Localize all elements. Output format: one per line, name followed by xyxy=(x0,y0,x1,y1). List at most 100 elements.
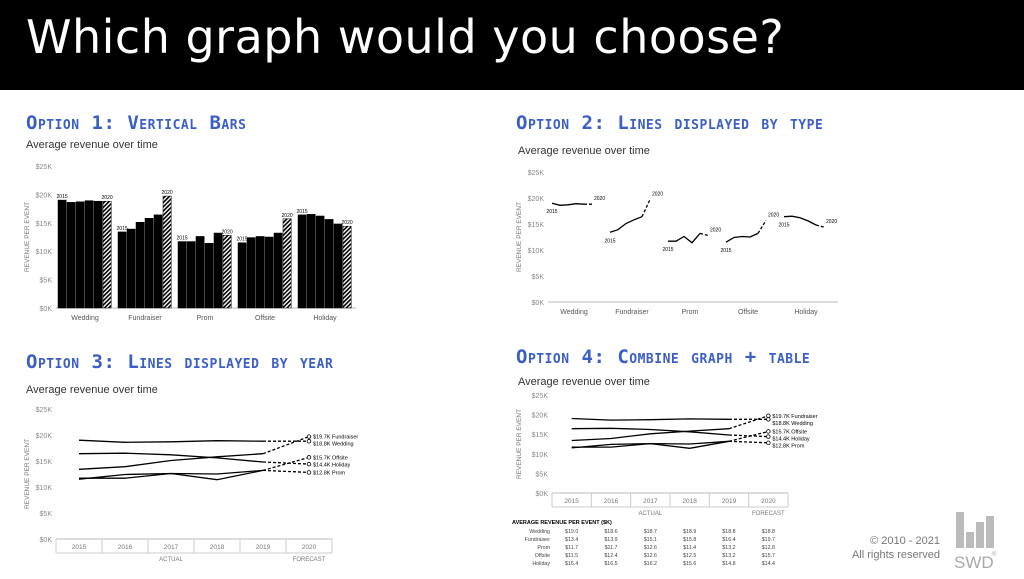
opt4-ylabel: REVENUE PER EVENT xyxy=(516,409,523,479)
opt4-table-cell: $11.4 xyxy=(683,545,696,551)
opt3-end-marker xyxy=(306,439,312,444)
opt2-series-line xyxy=(609,216,643,233)
opt4-table-cell: $14.8 xyxy=(722,561,735,567)
option1-title: Option 1: Vertical Bars xyxy=(26,112,247,134)
opt4-table-cell: $11.5 xyxy=(565,553,578,559)
opt4-table-cell: $18.9 xyxy=(683,529,696,535)
opt3-xtick: 2018 xyxy=(210,544,225,551)
opt1-bar xyxy=(93,200,103,309)
opt3-ytick: $10K xyxy=(36,485,53,492)
opt2-forecast-line xyxy=(641,199,651,217)
opt4-table-cell: $13.4 xyxy=(565,537,578,543)
opt1-bar xyxy=(246,237,256,309)
opt2-forecast-line xyxy=(699,232,709,237)
opt1-bar xyxy=(282,218,292,309)
opt3-xtick: 2020 xyxy=(302,544,317,551)
opt2-category-label: Offsite xyxy=(738,309,758,316)
opt2-category-label: Prom xyxy=(682,309,699,316)
opt3-xtick: 2016 xyxy=(118,544,133,551)
opt4-table-cell: $15.7 xyxy=(762,553,775,559)
opt3-forecast-label: FORECAST xyxy=(293,557,326,563)
opt2-forecast-line xyxy=(815,224,825,228)
opt4-end-marker xyxy=(766,429,771,434)
opt1-bar xyxy=(186,241,196,309)
opt2-series-line xyxy=(783,215,817,226)
opt1-bar xyxy=(135,221,145,309)
opt3-forecast-line xyxy=(262,469,310,474)
opt3-end-label: $15.7K Offsite xyxy=(313,455,348,461)
opt1-year-label: 2020 xyxy=(342,220,353,226)
opt4-end-marker xyxy=(766,440,771,446)
opt1-bar xyxy=(195,236,205,309)
opt1-bar xyxy=(75,201,85,309)
opt4-forecast-line xyxy=(728,415,769,430)
opt2-year-label: 2015 xyxy=(720,248,731,254)
option3-chart: $0K $5K $10K $15K $20K $25K REVENUE PER EVENT 2… xyxy=(24,407,358,563)
opt1-bar xyxy=(66,202,76,309)
opt2-ytick: $0K xyxy=(532,300,545,307)
opt1-year-label: 2020 xyxy=(222,229,233,235)
opt1-ytick: $10K xyxy=(36,249,53,256)
opt2-ytick: $15K xyxy=(528,222,545,229)
opt1-bar xyxy=(204,242,214,309)
opt4-actual-label: ACTUAL xyxy=(638,511,662,517)
opt3-series-line xyxy=(79,469,264,481)
option3-subtitle: Average revenue over time xyxy=(26,384,158,396)
opt1-category-label: Fundraiser xyxy=(128,315,162,322)
opt3-xtick: 2017 xyxy=(164,544,179,551)
opt2-category-label: Holiday xyxy=(794,309,818,316)
opt4-xtick: 2017 xyxy=(643,498,658,505)
opt3-series-line xyxy=(78,439,264,443)
opt1-bar xyxy=(84,200,94,309)
opt4-ytick: $20K xyxy=(532,413,549,420)
opt4-series-line xyxy=(571,440,730,449)
opt4-table-row-label: Prom xyxy=(537,545,550,551)
opt1-ytick: $20K xyxy=(36,192,53,199)
copyright-line1: © 2010 - 2021 xyxy=(870,535,940,547)
opt2-ytick: $20K xyxy=(528,196,545,203)
option1-subtitle: Average revenue over time xyxy=(26,139,158,151)
opt4-table-cell: $16.2 xyxy=(644,561,657,567)
opt4-table-cell: $18.6 xyxy=(604,529,617,535)
opt3-end-marker xyxy=(306,434,312,439)
opt3-end-marker xyxy=(306,470,312,475)
opt4-table-cell: $19.0 xyxy=(565,529,578,535)
opt4-table-cell: $15.6 xyxy=(683,561,696,567)
opt3-forecast-line xyxy=(262,456,310,472)
opt2-series-line xyxy=(725,232,759,243)
opt4-end-label: $18.8K Wedding xyxy=(772,421,813,427)
opt2-year-label: 2015 xyxy=(778,223,789,229)
opt4-ytick: $5K xyxy=(536,471,549,478)
opt1-ytick: $15K xyxy=(36,221,53,228)
opt4-forecast-label: FORECAST xyxy=(752,511,785,517)
opt2-year-label: 2015 xyxy=(662,247,673,253)
opt4-table-cell: $11.7 xyxy=(565,545,578,551)
opt2-category-label: Fundraiser xyxy=(615,309,649,316)
opt1-category-label: Offsite xyxy=(255,315,275,322)
opt1-category-label: Wedding xyxy=(71,315,99,322)
opt1-year-label: 2015 xyxy=(117,226,128,232)
opt4-series-line xyxy=(571,427,730,436)
opt3-end-label: $19.7K Fundraiser xyxy=(313,435,358,441)
copyright: © 2010 - 2021 All rights reserved xyxy=(852,534,940,562)
option4-title: Option 4: Combine graph + table xyxy=(516,346,811,368)
opt1-ytick: $25K xyxy=(36,164,53,171)
opt1-ytick: $5K xyxy=(40,278,53,285)
opt4-end-marker xyxy=(766,434,771,439)
opt1-year-label: 2015 xyxy=(177,236,188,242)
opt4-end-label: $19.7K Fundraiser xyxy=(772,414,817,420)
opt1-year-label: 2020 xyxy=(282,213,293,219)
option3-title: Option 3: Lines displayed by year xyxy=(26,351,334,373)
opt3-end-label: $14.4K Holiday xyxy=(313,462,351,468)
opt3-series-line xyxy=(78,469,264,480)
opt4-table-cell: $15.1 xyxy=(644,537,657,543)
option4-chart: $0K $5K $10K $15K $20K $25K REVENUE PER EVENT 2… xyxy=(512,393,818,567)
opt2-year-label: 2015 xyxy=(604,238,615,244)
opt1-bar xyxy=(144,218,154,309)
opt2-ytick: $10K xyxy=(528,248,545,255)
opt4-table-cell: $14.4 xyxy=(762,561,775,567)
opt3-end-label: $12.8K Prom xyxy=(313,470,346,476)
opt4-table-cell: $18.8 xyxy=(762,529,775,535)
opt1-bar xyxy=(333,223,343,309)
option1-chart: $0K $5K $10K $15K $20K $25K REVENUE PER EVENT 2… xyxy=(24,164,356,322)
